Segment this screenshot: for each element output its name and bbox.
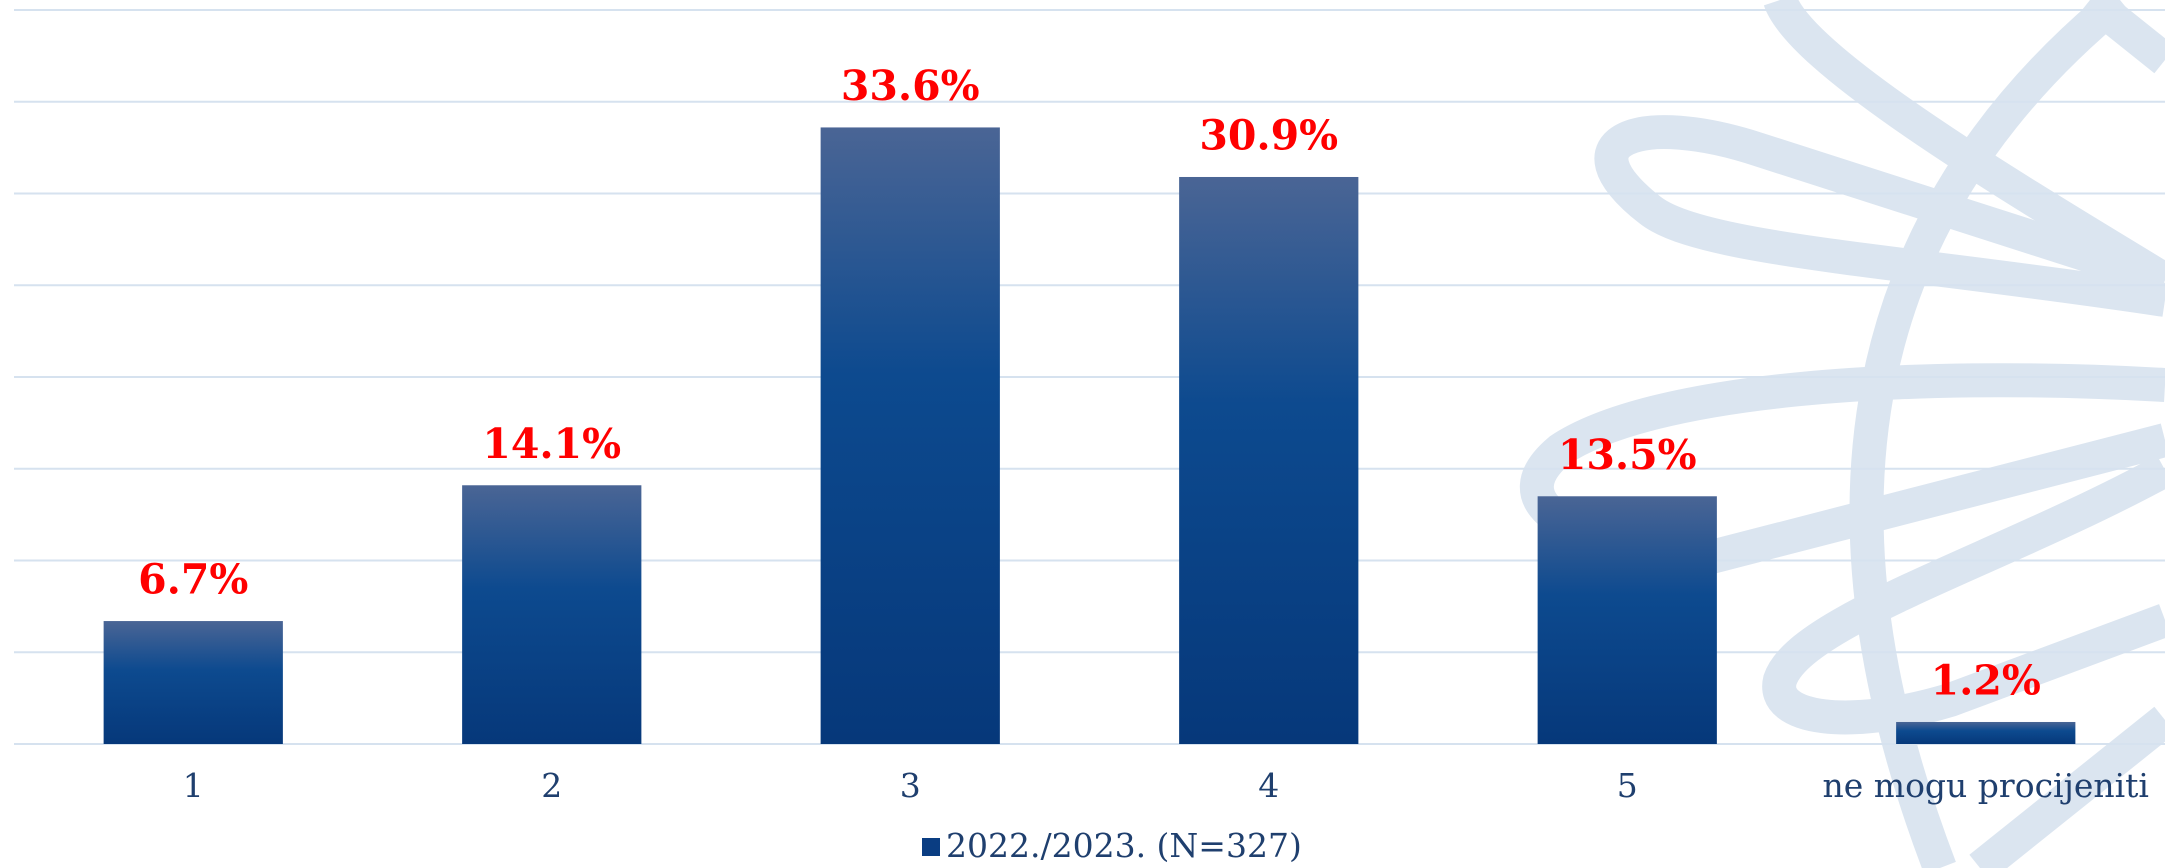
x-tick-label: ne mogu procijeniti bbox=[1823, 766, 2150, 805]
bar bbox=[1179, 176, 1359, 745]
value-label: 30.9% bbox=[1199, 111, 1338, 159]
x-tick-label: 3 bbox=[900, 766, 921, 805]
grid bbox=[14, 9, 2165, 745]
bar bbox=[1537, 496, 1717, 744]
x-tick-label: 2 bbox=[541, 766, 562, 805]
bars bbox=[103, 127, 2076, 745]
x-tick-label: 4 bbox=[1258, 766, 1279, 805]
value-label: 6.7% bbox=[138, 556, 248, 604]
bar bbox=[103, 621, 283, 744]
bar bbox=[820, 127, 1000, 744]
bar bbox=[1896, 721, 2076, 744]
value-label: 33.6% bbox=[841, 62, 980, 110]
bar bbox=[462, 485, 642, 744]
value-label: 1.2% bbox=[1931, 656, 2041, 704]
x-tick-label: 1 bbox=[183, 766, 204, 805]
value-label: 14.1% bbox=[482, 420, 621, 468]
legend-swatch bbox=[922, 838, 940, 856]
legend-label: 2022./2023. (N=327) bbox=[946, 826, 1302, 865]
x-tick-label: 5 bbox=[1617, 766, 1638, 805]
value-label: 13.5% bbox=[1558, 431, 1697, 479]
labels: 1 2 3 4 5 ne mogu procijeniti 6.7% 14.1% 33.6% 30… bbox=[138, 62, 2149, 865]
